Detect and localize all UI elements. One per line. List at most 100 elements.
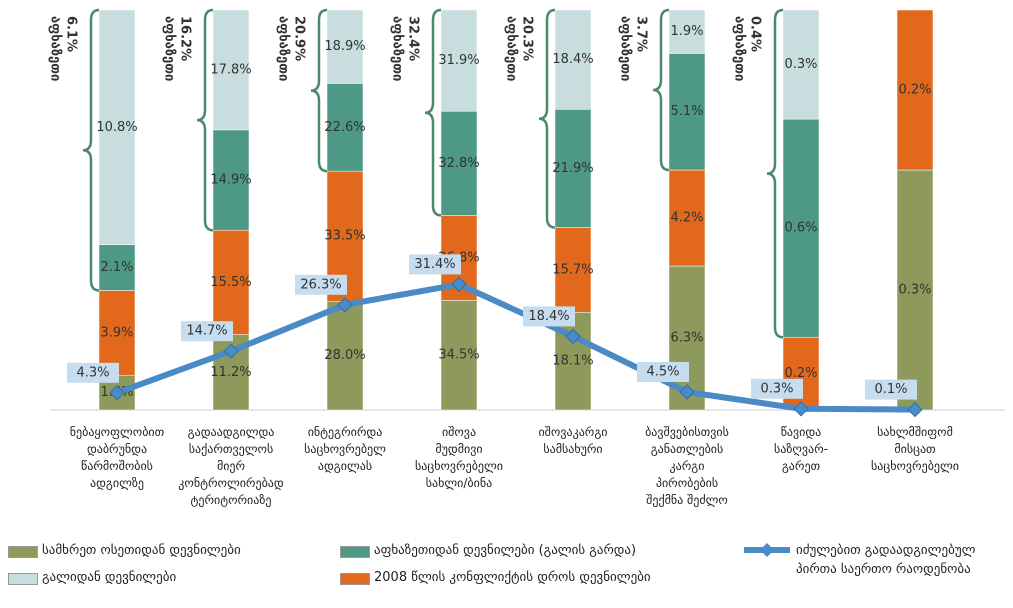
line (115, 281, 916, 413)
brace-label: 16.2% (178, 16, 193, 61)
label-box (67, 362, 119, 383)
data-label: 33.5% (324, 229, 365, 244)
bar-segment (212, 229, 250, 335)
line-label: 31.4% (414, 257, 455, 272)
data-label: 2.1% (100, 260, 133, 275)
brace-title: აფხაზეთი (390, 16, 405, 81)
brace-title: აფხაზეთი (732, 16, 747, 81)
label-box (523, 306, 575, 327)
legend-label: 2008 წლის კონფლიქტის დროს დევნილები (374, 570, 651, 585)
x-tick-label: სახლმშიფომ მისცათ საცხოვრებელი (870, 425, 959, 473)
data-label: 18.9% (324, 39, 365, 54)
data-label: 28.0% (324, 348, 365, 363)
line-marker (337, 297, 353, 313)
data-label: 6.3% (670, 331, 703, 346)
label-box (637, 362, 689, 382)
data-label: 22.6% (324, 120, 365, 135)
brace (82, 8, 100, 292)
legend-swatch (340, 546, 370, 558)
bar-segment (896, 169, 934, 411)
x-tick-label: იშოვა მუდმივი საცხოვრებელი სახლი/ბინა (414, 425, 503, 490)
data-label: 4.2% (670, 211, 703, 226)
legend-label: იძულებით გადაადგილებულ პირთა საერთო რაოდ… (796, 543, 976, 577)
brace-title: აფხაზეთი (48, 16, 63, 81)
x-tick-label: იშოვაკარგი სამსახური (538, 425, 608, 456)
brace-label: 20.3% (520, 16, 535, 61)
data-label: 31.9% (438, 53, 479, 68)
brace (196, 8, 214, 232)
bar-segment (326, 83, 364, 172)
legend-label: აფხაზეთიდან დევნილები (გალის გარდა) (374, 543, 637, 558)
bar-segment (668, 9, 706, 54)
data-label: 3.9% (100, 325, 133, 340)
line-marker (565, 328, 581, 345)
data-label: 0.2% (784, 366, 817, 381)
brace (538, 8, 556, 229)
label-box (865, 379, 917, 400)
legend-label: გალიდან დევნილები (42, 570, 177, 585)
data-label: 32.8% (438, 156, 479, 171)
label-box (295, 274, 347, 295)
bar-segment (554, 227, 592, 313)
data-label: 15.5% (210, 275, 251, 290)
line-label: 4.5% (646, 365, 679, 380)
brace (766, 8, 784, 339)
line-label: 14.7% (186, 324, 227, 339)
bar-segment (98, 9, 136, 246)
data-label: 11.2% (210, 365, 251, 380)
brace-label: 6.1% (64, 16, 79, 52)
line-marker (109, 385, 125, 401)
line-label: 26.3% (300, 277, 341, 292)
line-marker (223, 343, 239, 359)
x-tick-label: ნებაყოფლობით დაბრუნდა წარმოშობის ადგილზე (69, 425, 165, 490)
label-box (409, 254, 461, 275)
line-label: 0.3% (760, 381, 793, 396)
legend-swatch (340, 573, 370, 585)
data-label: 0.6% (784, 221, 817, 236)
bar-segment (896, 9, 934, 171)
data-label: 0.3% (784, 57, 817, 72)
line-marker (793, 401, 809, 417)
bar-segment (668, 169, 706, 267)
label-box (751, 378, 803, 399)
bar-segment (782, 118, 820, 338)
bar-segment (98, 244, 136, 291)
bar-segment (440, 9, 478, 112)
line-label: 18.4% (528, 309, 569, 324)
data-label: 1.9% (670, 24, 703, 39)
brace-title: აფხაზეთი (504, 16, 519, 81)
bar-segment (440, 111, 478, 216)
line-label: 4.3% (76, 365, 109, 380)
brace-title: აფხაზეთი (162, 16, 177, 81)
brace-label: 32.4% (406, 16, 421, 61)
brace-label: 0.4% (748, 16, 763, 52)
data-label: 18.4% (552, 52, 593, 67)
bar-segment (554, 9, 592, 110)
line-marker (679, 384, 695, 400)
data-label: 5.1% (670, 104, 703, 119)
bar-segment (326, 9, 364, 84)
bar-segment (212, 129, 250, 231)
brace (652, 8, 670, 172)
legend-swatch (8, 573, 38, 585)
brace-title: აფხაზეთი (276, 16, 291, 81)
line-label: 0.1% (874, 382, 907, 397)
brace (310, 8, 328, 173)
legend-swatch (8, 546, 38, 558)
label-box (181, 321, 233, 342)
bar-segment (440, 300, 478, 411)
legend-marker (760, 543, 774, 557)
bar-segment (554, 109, 592, 228)
data-label: 18.1% (552, 354, 593, 369)
data-label: 14.9% (210, 173, 251, 188)
brace (424, 8, 442, 217)
brace-label: 3.7% (634, 16, 649, 52)
data-label: 17.8% (210, 62, 251, 77)
x-tick-label: ბავშვებისთვის განათლების კარგი პირობების… (645, 425, 729, 507)
data-label: 10.8% (96, 120, 137, 135)
bar-segment (782, 9, 820, 120)
x-tick-label: გადაადგილდა საქართველოს მიერ კონტროლირებ… (178, 425, 284, 507)
x-tick-label: ინტეგრირდა საცხოვრებელ ადგილას (304, 425, 386, 473)
data-label: 21.9% (552, 161, 593, 176)
